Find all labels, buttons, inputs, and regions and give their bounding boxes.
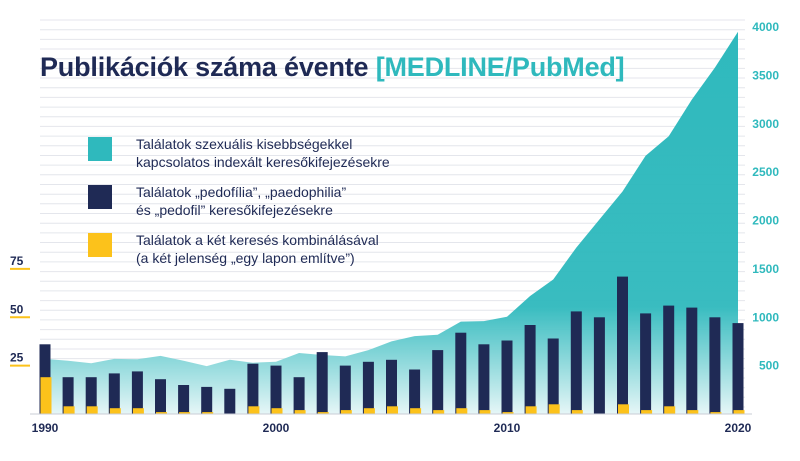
bar-pedophilia: [570, 311, 582, 414]
bar-pedophilia: [316, 352, 328, 414]
legend-label: Találatok a két keresés kombinálásával (…: [136, 232, 379, 266]
bar-pedophilia: [85, 377, 97, 414]
bar-combined: [618, 404, 629, 414]
bar-combined: [179, 412, 191, 414]
bar-combined: [340, 410, 352, 414]
bar-combined: [664, 406, 676, 414]
bar-combined: [40, 377, 52, 414]
bar-combined: [548, 404, 560, 414]
bar-pedophilia: [593, 317, 605, 415]
chart-title: Publikációk száma évente [MEDLINE/PubMed…: [40, 52, 625, 83]
bar-combined: [156, 412, 167, 414]
bar-pedophilia: [270, 365, 282, 414]
bar-pedophilia: [362, 361, 374, 414]
bar-pedophilia: [455, 332, 467, 414]
right-axis-tick-label: 2500: [752, 165, 779, 179]
bar-combined: [86, 406, 98, 414]
bar-combined: [363, 408, 375, 414]
bar-combined: [294, 410, 306, 414]
area-series-sexual-minorities: [45, 31, 738, 415]
bar-combined: [271, 408, 283, 414]
bar-pedophilia: [709, 317, 721, 415]
bar-combined: [479, 410, 491, 414]
right-axis-tick-label: 3000: [752, 117, 779, 131]
legend-label: Találatok „pedofília”, „paedophilia” és …: [136, 184, 347, 218]
right-axis-tick-label: 3500: [752, 68, 779, 82]
right-axis-tick-label: 1500: [752, 262, 779, 276]
bar-combined: [387, 406, 398, 414]
bar-combined: [687, 410, 699, 414]
bar-pedophilia: [224, 388, 236, 414]
bar-pedophilia: [201, 386, 213, 414]
bar-combined: [410, 408, 422, 414]
bar-pedophilia: [663, 305, 675, 414]
bar-pedophilia: [247, 363, 259, 414]
legend-swatch-yellow: [88, 233, 112, 257]
bar-pedophilia: [478, 344, 490, 414]
bar-pedophilia: [62, 377, 74, 414]
bar-pedophilia: [732, 323, 744, 414]
bar-pedophilia: [686, 307, 698, 414]
bar-combined: [525, 406, 537, 414]
legend-swatch-navy: [88, 185, 112, 209]
legend-label: Találatok szexuális kisebbségekkel kapcs…: [136, 136, 390, 170]
bar-pedophilia: [409, 369, 421, 414]
bar-combined: [502, 412, 514, 414]
x-tick-label: 2000: [263, 421, 290, 435]
bar-combined: [63, 406, 75, 414]
bar-combined: [433, 410, 445, 414]
bar-combined: [202, 412, 214, 414]
bar-pedophilia: [640, 313, 652, 414]
bar-combined: [109, 408, 121, 414]
bar-pedophilia: [293, 377, 305, 414]
bar-pedophilia: [432, 350, 444, 414]
x-tick-label: 1990: [32, 421, 59, 435]
x-tick-label: 2010: [494, 421, 521, 435]
bar-pedophilia: [178, 385, 190, 414]
bar-combined: [641, 410, 653, 414]
bar-pedophilia: [339, 365, 351, 414]
bar-pedophilia: [547, 338, 559, 414]
chart-title-main: Publikációk száma évente: [40, 52, 369, 82]
right-axis-tick-label: 1000: [752, 310, 779, 324]
right-axis-tick-label: 4000: [752, 20, 779, 34]
bar-pedophilia: [524, 325, 536, 414]
bar-combined: [456, 408, 468, 414]
bar-combined: [132, 408, 144, 414]
bar-pedophilia: [131, 371, 143, 414]
bar-combined: [571, 410, 583, 414]
chart-title-source: [MEDLINE/PubMed]: [375, 52, 625, 82]
bar-combined: [317, 412, 329, 414]
bar-combined: [248, 406, 260, 414]
left-axis-tick-label: 50: [10, 302, 24, 316]
bar-pedophilia: [108, 373, 120, 414]
bar-combined: [710, 412, 722, 414]
left-axis-tick-label: 75: [10, 254, 24, 268]
x-tick-label: 2020: [725, 421, 752, 435]
right-axis-tick-label: 2000: [752, 214, 779, 228]
bar-pedophilia: [155, 379, 166, 414]
bar-pedophilia: [386, 359, 397, 414]
right-axis-tick-label: 500: [759, 359, 779, 373]
bar-combined: [733, 410, 745, 414]
legend-swatch-teal: [88, 137, 112, 161]
bar-pedophilia: [617, 276, 628, 414]
left-axis-tick-label: 25: [10, 351, 24, 365]
bar-pedophilia: [501, 340, 513, 414]
